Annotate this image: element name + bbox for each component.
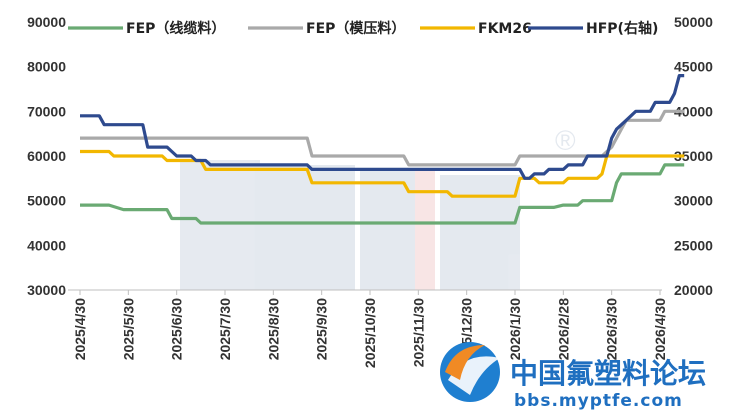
right-tick-label: 35000 — [674, 148, 713, 164]
registered-mark: ® — [555, 125, 576, 156]
x-tick-label: 2025/9/30 — [314, 298, 330, 360]
brand-name: 中国氟塑料论坛 — [510, 357, 706, 390]
right-tick-label: 50000 — [674, 14, 713, 30]
right-tick-label: 40000 — [674, 103, 713, 119]
x-axis-ticks: 2025/4/30 2025/5/30 2025/6/30 2025/7/30 2025… — [72, 290, 668, 368]
legend: FEP（线缆料） FEP（模压料） FKM26 HFP(右轴) — [68, 20, 658, 37]
series-line-2 — [80, 109, 685, 167]
left-axis-ticks: 30000 40000 50000 60000 70000 80000 90000 — [27, 14, 66, 298]
legend-label: FEP（模压料） — [306, 20, 405, 37]
legend-label: FKM26 — [478, 21, 532, 37]
x-tick-label: 2026/3/30 — [604, 298, 620, 360]
right-tick-label: 30000 — [674, 193, 713, 209]
brand-logo-icon — [440, 342, 500, 402]
right-axis-ticks: 20000 25000 30000 35000 40000 45000 50000 — [674, 14, 713, 298]
x-tick-label: 2025/5/30 — [120, 298, 136, 360]
x-tick-label: 2025/8/30 — [265, 298, 281, 360]
right-tick-label: 25000 — [674, 237, 713, 253]
x-tick-label: 2026/2/28 — [555, 298, 571, 360]
left-tick-label: 90000 — [27, 14, 66, 30]
left-tick-label: 80000 — [27, 59, 66, 75]
left-tick-label: 60000 — [27, 148, 66, 164]
left-tick-label: 30000 — [27, 282, 66, 298]
x-tick-label: 2026/4/30 — [652, 298, 668, 360]
right-tick-label: 45000 — [674, 59, 713, 75]
x-tick-label: 2025/11/30 — [410, 298, 426, 368]
series-line-4 — [80, 74, 685, 180]
x-tick-label: 2025/7/30 — [217, 298, 233, 360]
legend-label: FEP（线缆料） — [126, 20, 225, 37]
series-line-1 — [80, 163, 685, 225]
background-watermark: ® — [180, 125, 576, 290]
x-tick-label: 2025/6/30 — [169, 298, 185, 360]
series-line-3 — [80, 149, 685, 198]
brand-watermark: 中国氟塑料论坛 bbs.myptfe.com — [440, 342, 706, 411]
series-lines — [80, 74, 685, 225]
brand-url: bbs.myptfe.com — [514, 391, 683, 411]
x-tick-label: 2026/1/30 — [507, 298, 523, 360]
x-tick-label: 2025/10/30 — [362, 298, 378, 368]
right-tick-label: 20000 — [674, 282, 713, 298]
left-tick-label: 50000 — [27, 193, 66, 209]
left-tick-label: 70000 — [27, 103, 66, 119]
x-tick-label: 2025/4/30 — [72, 298, 88, 360]
left-tick-label: 40000 — [27, 237, 66, 253]
legend-label: HFP(右轴) — [586, 20, 658, 37]
